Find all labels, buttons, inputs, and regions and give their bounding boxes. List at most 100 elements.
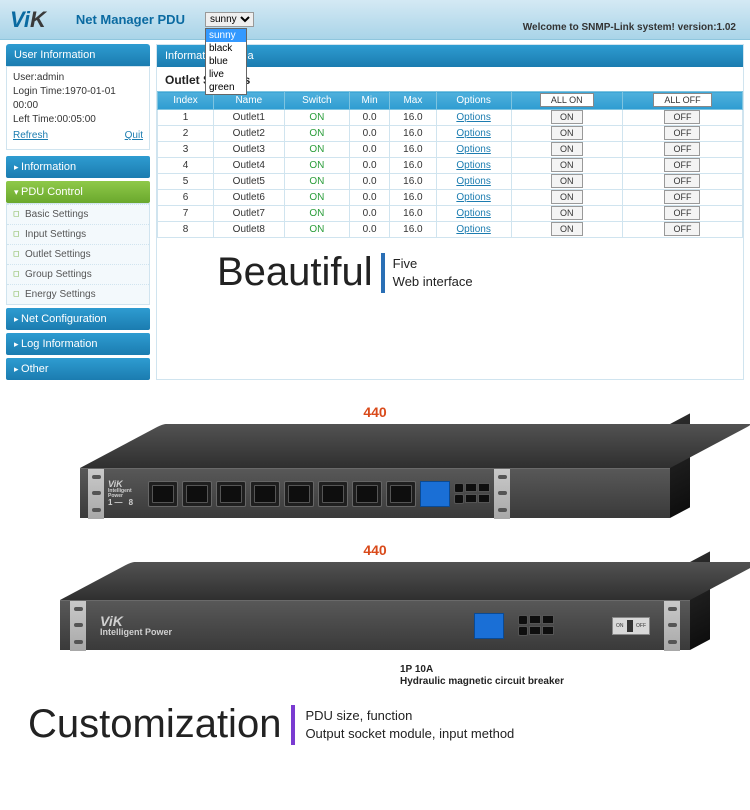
dim-width: 440 <box>20 404 730 420</box>
user-box: User:admin Login Time:1970-01-01 00:00 L… <box>6 66 150 150</box>
theme-option[interactable]: live <box>206 68 246 81</box>
options-link[interactable]: Options <box>456 144 490 155</box>
off-button[interactable]: OFF <box>664 190 700 204</box>
off-button[interactable]: OFF <box>664 206 700 220</box>
table-row: 1Outlet1ON0.016.0OptionsONOFF <box>158 110 743 126</box>
cell-off: OFF <box>622 110 742 126</box>
options-link[interactable]: Options <box>456 176 490 187</box>
nav-input-settings[interactable]: Input Settings <box>7 224 149 244</box>
col-min: Min <box>350 92 390 110</box>
nav-pdu-sub: Basic Settings Input Settings Outlet Set… <box>6 203 150 305</box>
cell-index: 8 <box>158 222 214 238</box>
top-bar: ViK Net Manager PDU sunny sunny black bl… <box>0 0 750 40</box>
off-button[interactable]: OFF <box>664 142 700 156</box>
refresh-link[interactable]: Refresh <box>13 129 48 143</box>
on-button[interactable]: ON <box>551 206 583 220</box>
cell-min: 0.0 <box>350 222 390 238</box>
on-button[interactable]: ON <box>551 174 583 188</box>
main: User Information User:admin Login Time:1… <box>0 40 750 388</box>
theme-option[interactable]: green <box>206 81 246 94</box>
user-name: User:admin <box>13 71 143 85</box>
cell-off: OFF <box>622 142 742 158</box>
cell-min: 0.0 <box>350 174 390 190</box>
off-button[interactable]: OFF <box>664 222 700 236</box>
theme-option[interactable]: black <box>206 42 246 55</box>
col-options: Options <box>436 92 511 110</box>
breaker-caption: 1P 10A Hydraulic magnetic circuit breake… <box>400 664 730 688</box>
lcd-icon <box>474 613 504 639</box>
nav-other[interactable]: Other <box>6 358 150 380</box>
options-link[interactable]: Options <box>456 208 490 219</box>
device-1: 440 44 160 ViK Intelligent Power 1— 8 <box>0 388 750 538</box>
cell-switch: ON <box>284 158 349 174</box>
welcome-text: Welcome to SNMP-Link system! version:1.0… <box>523 22 736 33</box>
options-link[interactable]: Options <box>456 224 490 235</box>
outlet-icon <box>216 481 246 507</box>
cell-index: 4 <box>158 158 214 174</box>
all-on-button[interactable]: ALL ON <box>540 93 594 107</box>
cell-options: Options <box>436 126 511 142</box>
nav-energy-settings[interactable]: Energy Settings <box>7 284 149 304</box>
theme-option[interactable]: sunny <box>206 29 246 42</box>
nav-information[interactable]: Information <box>6 156 150 178</box>
cell-index: 3 <box>158 142 214 158</box>
cell-on: ON <box>511 126 622 142</box>
on-button[interactable]: ON <box>551 190 583 204</box>
theme-select[interactable]: sunny <box>205 12 254 27</box>
off-button[interactable]: OFF <box>664 158 700 172</box>
theme-selector[interactable]: sunny sunny black blue live green <box>205 12 254 27</box>
on-button[interactable]: ON <box>551 126 583 140</box>
cell-on: ON <box>511 158 622 174</box>
outlet-icon <box>284 481 314 507</box>
rack-ear <box>88 469 104 519</box>
cell-switch: ON <box>284 110 349 126</box>
lcd-icon <box>420 481 450 507</box>
cell-max: 16.0 <box>390 222 436 238</box>
cell-name: Outlet1 <box>213 110 284 126</box>
cell-off: OFF <box>622 222 742 238</box>
nav-basic-settings[interactable]: Basic Settings <box>7 204 149 224</box>
nav-pdu-control[interactable]: PDU Control <box>6 181 150 203</box>
all-off-button[interactable]: ALL OFF <box>653 93 711 107</box>
cell-options: Options <box>436 142 511 158</box>
cell-name: Outlet6 <box>213 190 284 206</box>
options-link[interactable]: Options <box>456 112 490 123</box>
outlet-icon <box>148 481 178 507</box>
col-all-on: ALL ON <box>511 92 622 110</box>
on-button[interactable]: ON <box>551 110 583 124</box>
cell-switch: ON <box>284 222 349 238</box>
nav-log-info[interactable]: Log Information <box>6 333 150 355</box>
device-2: 440 44 210 ViK Intelligent Power ONOFF 1 <box>0 538 750 694</box>
theme-option[interactable]: blue <box>206 55 246 68</box>
options-link[interactable]: Options <box>456 192 490 203</box>
cell-name: Outlet3 <box>213 142 284 158</box>
tagline-big: Customization <box>28 702 281 747</box>
quit-link[interactable]: Quit <box>125 129 143 143</box>
nav-net-config[interactable]: Net Configuration <box>6 308 150 330</box>
outlet-icon <box>250 481 280 507</box>
off-button[interactable]: OFF <box>664 110 700 124</box>
table-row: 7Outlet7ON0.016.0OptionsONOFF <box>158 206 743 222</box>
on-button[interactable]: ON <box>551 222 583 236</box>
rack-ear <box>664 601 680 651</box>
off-button[interactable]: OFF <box>664 126 700 140</box>
options-link[interactable]: Options <box>456 160 490 171</box>
cell-options: Options <box>436 110 511 126</box>
off-button[interactable]: OFF <box>664 174 700 188</box>
cell-switch: ON <box>284 126 349 142</box>
nav-group-settings[interactable]: Group Settings <box>7 264 149 284</box>
options-link[interactable]: Options <box>456 128 490 139</box>
cell-off: OFF <box>622 158 742 174</box>
ports-icon <box>454 483 490 504</box>
on-button[interactable]: ON <box>551 158 583 172</box>
cell-options: Options <box>436 190 511 206</box>
cell-switch: ON <box>284 190 349 206</box>
nav-outlet-settings[interactable]: Outlet Settings <box>7 244 149 264</box>
device-brand: ViK Intelligent Power <box>100 614 210 637</box>
table-row: 8Outlet8ON0.016.0OptionsONOFF <box>158 222 743 238</box>
cell-index: 2 <box>158 126 214 142</box>
cell-min: 0.0 <box>350 142 390 158</box>
on-button[interactable]: ON <box>551 142 583 156</box>
tagline-customization: Customization PDU size, function Output … <box>0 694 750 761</box>
cell-options: Options <box>436 174 511 190</box>
